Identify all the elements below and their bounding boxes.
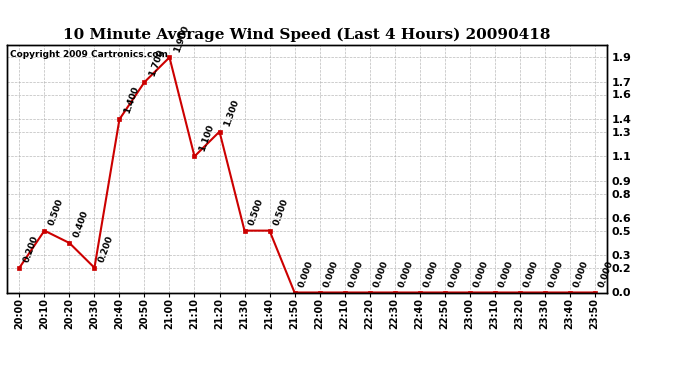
- Text: 0.000: 0.000: [473, 259, 491, 288]
- Text: 1.700: 1.700: [147, 48, 166, 78]
- Text: 0.500: 0.500: [47, 197, 66, 226]
- Text: 0.000: 0.000: [598, 259, 615, 288]
- Text: 0.000: 0.000: [447, 259, 465, 288]
- Text: 0.000: 0.000: [522, 259, 540, 288]
- Text: 0.000: 0.000: [397, 259, 415, 288]
- Text: 1.100: 1.100: [197, 123, 215, 152]
- Text: 0.000: 0.000: [573, 259, 591, 288]
- Text: Copyright 2009 Cartronics.com: Copyright 2009 Cartronics.com: [10, 50, 168, 59]
- Text: 0.000: 0.000: [422, 259, 440, 288]
- Text: 0.000: 0.000: [497, 259, 515, 288]
- Text: 0.000: 0.000: [373, 259, 391, 288]
- Title: 10 Minute Average Wind Speed (Last 4 Hours) 20090418: 10 Minute Average Wind Speed (Last 4 Hou…: [63, 28, 551, 42]
- Text: 0.000: 0.000: [547, 259, 565, 288]
- Text: 0.000: 0.000: [297, 259, 315, 288]
- Text: 0.500: 0.500: [273, 197, 290, 226]
- Text: 0.200: 0.200: [22, 234, 40, 264]
- Text: 0.000: 0.000: [347, 259, 365, 288]
- Text: 0.500: 0.500: [247, 197, 266, 226]
- Text: 1.400: 1.400: [122, 86, 140, 115]
- Text: 0.200: 0.200: [97, 234, 115, 264]
- Text: 0.000: 0.000: [322, 259, 340, 288]
- Text: 1.900: 1.900: [172, 24, 190, 53]
- Text: 0.400: 0.400: [72, 209, 90, 239]
- Text: 1.300: 1.300: [222, 98, 240, 128]
